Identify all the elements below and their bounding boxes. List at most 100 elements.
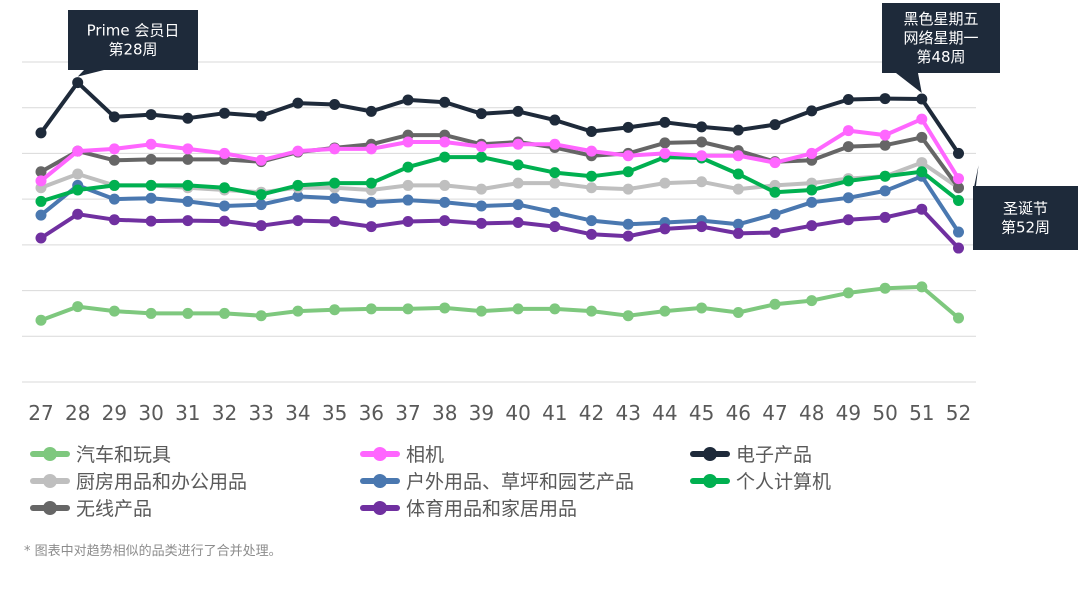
series-line <box>39 80 961 156</box>
data-point <box>696 121 708 133</box>
series-group <box>35 113 964 187</box>
data-point <box>292 179 304 191</box>
data-point <box>659 223 671 235</box>
data-point <box>219 307 230 319</box>
data-point <box>35 195 47 207</box>
data-point <box>842 287 854 299</box>
x-tick-label: 34 <box>285 401 310 425</box>
data-point <box>108 193 120 205</box>
callout-text: 黑色星期五 <box>903 10 978 28</box>
data-point <box>402 216 414 228</box>
data-point <box>732 124 744 136</box>
data-point <box>292 145 304 157</box>
data-point <box>512 199 524 211</box>
x-tick-label: 29 <box>102 401 127 425</box>
callout-text: 第48周 <box>916 48 965 66</box>
data-point <box>622 218 634 230</box>
data-point <box>72 184 84 196</box>
data-point <box>916 166 928 178</box>
data-point <box>806 196 818 208</box>
legend-marker <box>373 500 387 515</box>
legend-swatch <box>360 473 400 488</box>
data-point <box>769 157 781 169</box>
data-point <box>402 136 414 148</box>
data-point <box>145 307 157 319</box>
data-point <box>512 216 524 228</box>
data-point <box>439 96 451 108</box>
callout-text: 网络星期一 <box>903 29 978 47</box>
data-point <box>953 312 964 324</box>
data-point <box>475 305 487 317</box>
data-point <box>953 182 964 194</box>
data-point <box>329 192 341 204</box>
data-point <box>622 183 634 195</box>
callout-box <box>68 10 198 70</box>
x-tick-label: 28 <box>65 401 90 425</box>
data-point <box>182 143 194 155</box>
data-point <box>586 215 597 227</box>
data-point <box>586 125 597 137</box>
data-point <box>255 154 267 166</box>
x-tick-label: 50 <box>872 401 897 425</box>
data-point <box>732 150 744 162</box>
data-point <box>219 147 230 159</box>
data-point <box>732 307 744 319</box>
data-point <box>769 119 781 131</box>
footnote: * 图表中对趋势相似的品类进行了合并处理。 <box>24 544 282 559</box>
x-tick-label: 41 <box>542 401 567 425</box>
callout-text: 第52周 <box>1001 219 1050 237</box>
legend-label: 汽车和玩具 <box>76 444 172 466</box>
data-point <box>696 150 708 162</box>
data-point <box>329 143 341 155</box>
legend-marker <box>43 446 57 461</box>
legend-marker <box>703 473 717 488</box>
data-point <box>439 302 451 314</box>
data-point <box>365 105 377 117</box>
data-point <box>219 215 230 227</box>
x-axis-ticks: 27 28 29 30 31 32 33 34 35 36 37 38 39 40 41 42 43 44 45 46… <box>28 401 971 425</box>
legend-label: 厨房用品和办公用品 <box>76 471 248 493</box>
data-point <box>255 220 267 232</box>
data-point <box>549 138 561 150</box>
legend-swatch <box>360 446 400 461</box>
data-point <box>329 216 341 228</box>
data-point <box>549 177 561 189</box>
data-point <box>72 145 84 157</box>
data-point <box>879 93 891 105</box>
callout-box <box>882 3 1000 73</box>
data-point <box>586 305 597 317</box>
legend-label: 个人计算机 <box>736 471 832 493</box>
data-point <box>255 189 267 201</box>
data-point <box>182 112 194 124</box>
data-point <box>475 108 487 120</box>
data-point <box>292 97 304 109</box>
x-tick-label: 47 <box>762 401 787 425</box>
legend-marker <box>373 446 387 461</box>
legend-item: 汽车和玩具 <box>30 440 171 467</box>
data-point <box>439 215 451 227</box>
x-tick-label: 30 <box>138 401 163 425</box>
data-point <box>365 177 377 189</box>
series-group <box>35 157 964 198</box>
data-point <box>108 305 120 317</box>
data-point <box>108 179 120 191</box>
data-point <box>329 177 341 189</box>
legend-label: 无线产品 <box>76 498 153 520</box>
data-point <box>586 228 597 240</box>
legend-item: 体育用品和家居用品 <box>360 494 577 521</box>
data-point <box>659 177 671 189</box>
series-line <box>39 207 961 251</box>
data-point <box>769 208 781 220</box>
legend-marker <box>703 446 717 461</box>
legend-item: 个人计算机 <box>690 467 831 494</box>
data-point <box>475 141 487 153</box>
series-line <box>39 133 961 190</box>
data-point <box>806 147 818 159</box>
data-point <box>549 303 561 315</box>
series-group <box>35 281 964 326</box>
data-point <box>439 136 451 148</box>
data-point <box>732 183 744 195</box>
x-tick-label: 42 <box>579 401 604 425</box>
x-tick-label: 32 <box>212 401 237 425</box>
